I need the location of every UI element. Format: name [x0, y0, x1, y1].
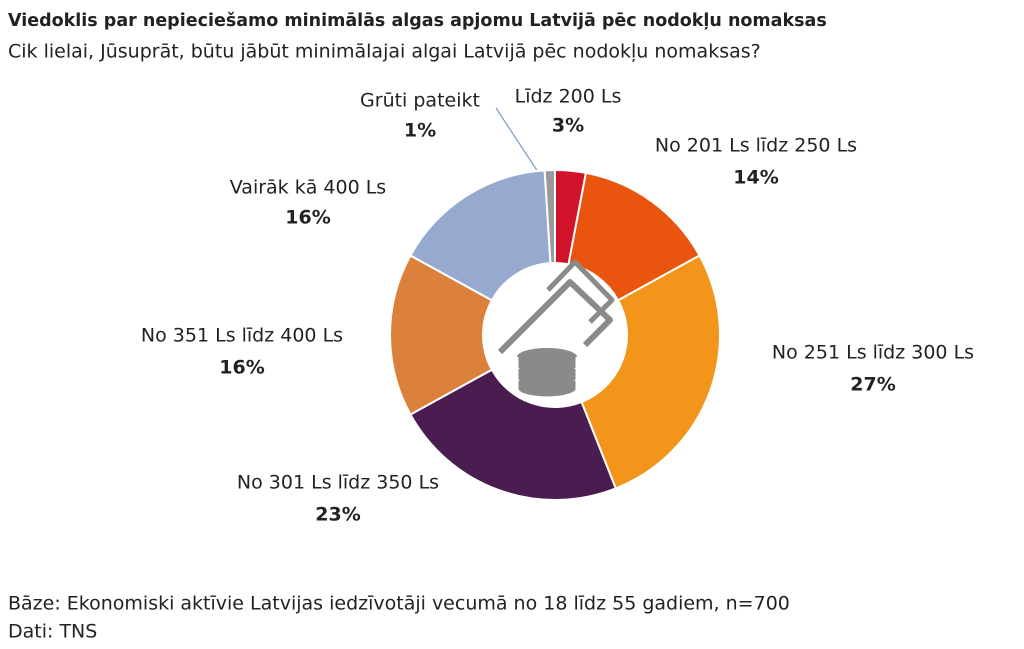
slice-value-label: 14%: [733, 167, 778, 189]
slice-label: Vairāk kā 400 Ls: [230, 177, 386, 199]
donut: [389, 168, 721, 501]
donut-slice: [409, 368, 618, 501]
slice-label: Grūti pateikt: [360, 90, 480, 112]
slice-value-label: 1%: [404, 120, 436, 142]
slice-value-label: 27%: [850, 374, 895, 396]
slice-label: No 201 Ls līdz 250 Ls: [655, 135, 857, 157]
slice-value-label: 23%: [315, 504, 360, 526]
donut-slice: [409, 169, 552, 302]
donut-slice: [580, 254, 721, 490]
slice-value-label: 16%: [285, 207, 330, 229]
footnote: Dati: TNS: [8, 621, 97, 643]
chart-subtitle: Cik lielai, Jūsuprāt, būtu jābūt minimāl…: [8, 41, 761, 63]
footnote: Bāze: Ekonomiski aktīvie Latvijas iedzīv…: [8, 593, 790, 615]
donut-slice: [543, 168, 556, 265]
donut-slice: [389, 254, 494, 416]
donut-slice: [567, 171, 701, 302]
slice-value-label: 16%: [219, 357, 264, 379]
slice-label: No 301 Ls līdz 350 Ls: [237, 472, 439, 494]
slice-label: Līdz 200 Ls: [515, 86, 622, 108]
slice-label: No 351 Ls līdz 400 Ls: [141, 325, 343, 347]
chart-title: Viedoklis par nepieciešamo minimālās alg…: [8, 11, 827, 31]
slice-label: No 251 Ls līdz 300 Ls: [772, 342, 974, 364]
slice-value-label: 3%: [552, 115, 584, 137]
center-icon: [497, 259, 615, 400]
leader-line: [495, 107, 539, 173]
